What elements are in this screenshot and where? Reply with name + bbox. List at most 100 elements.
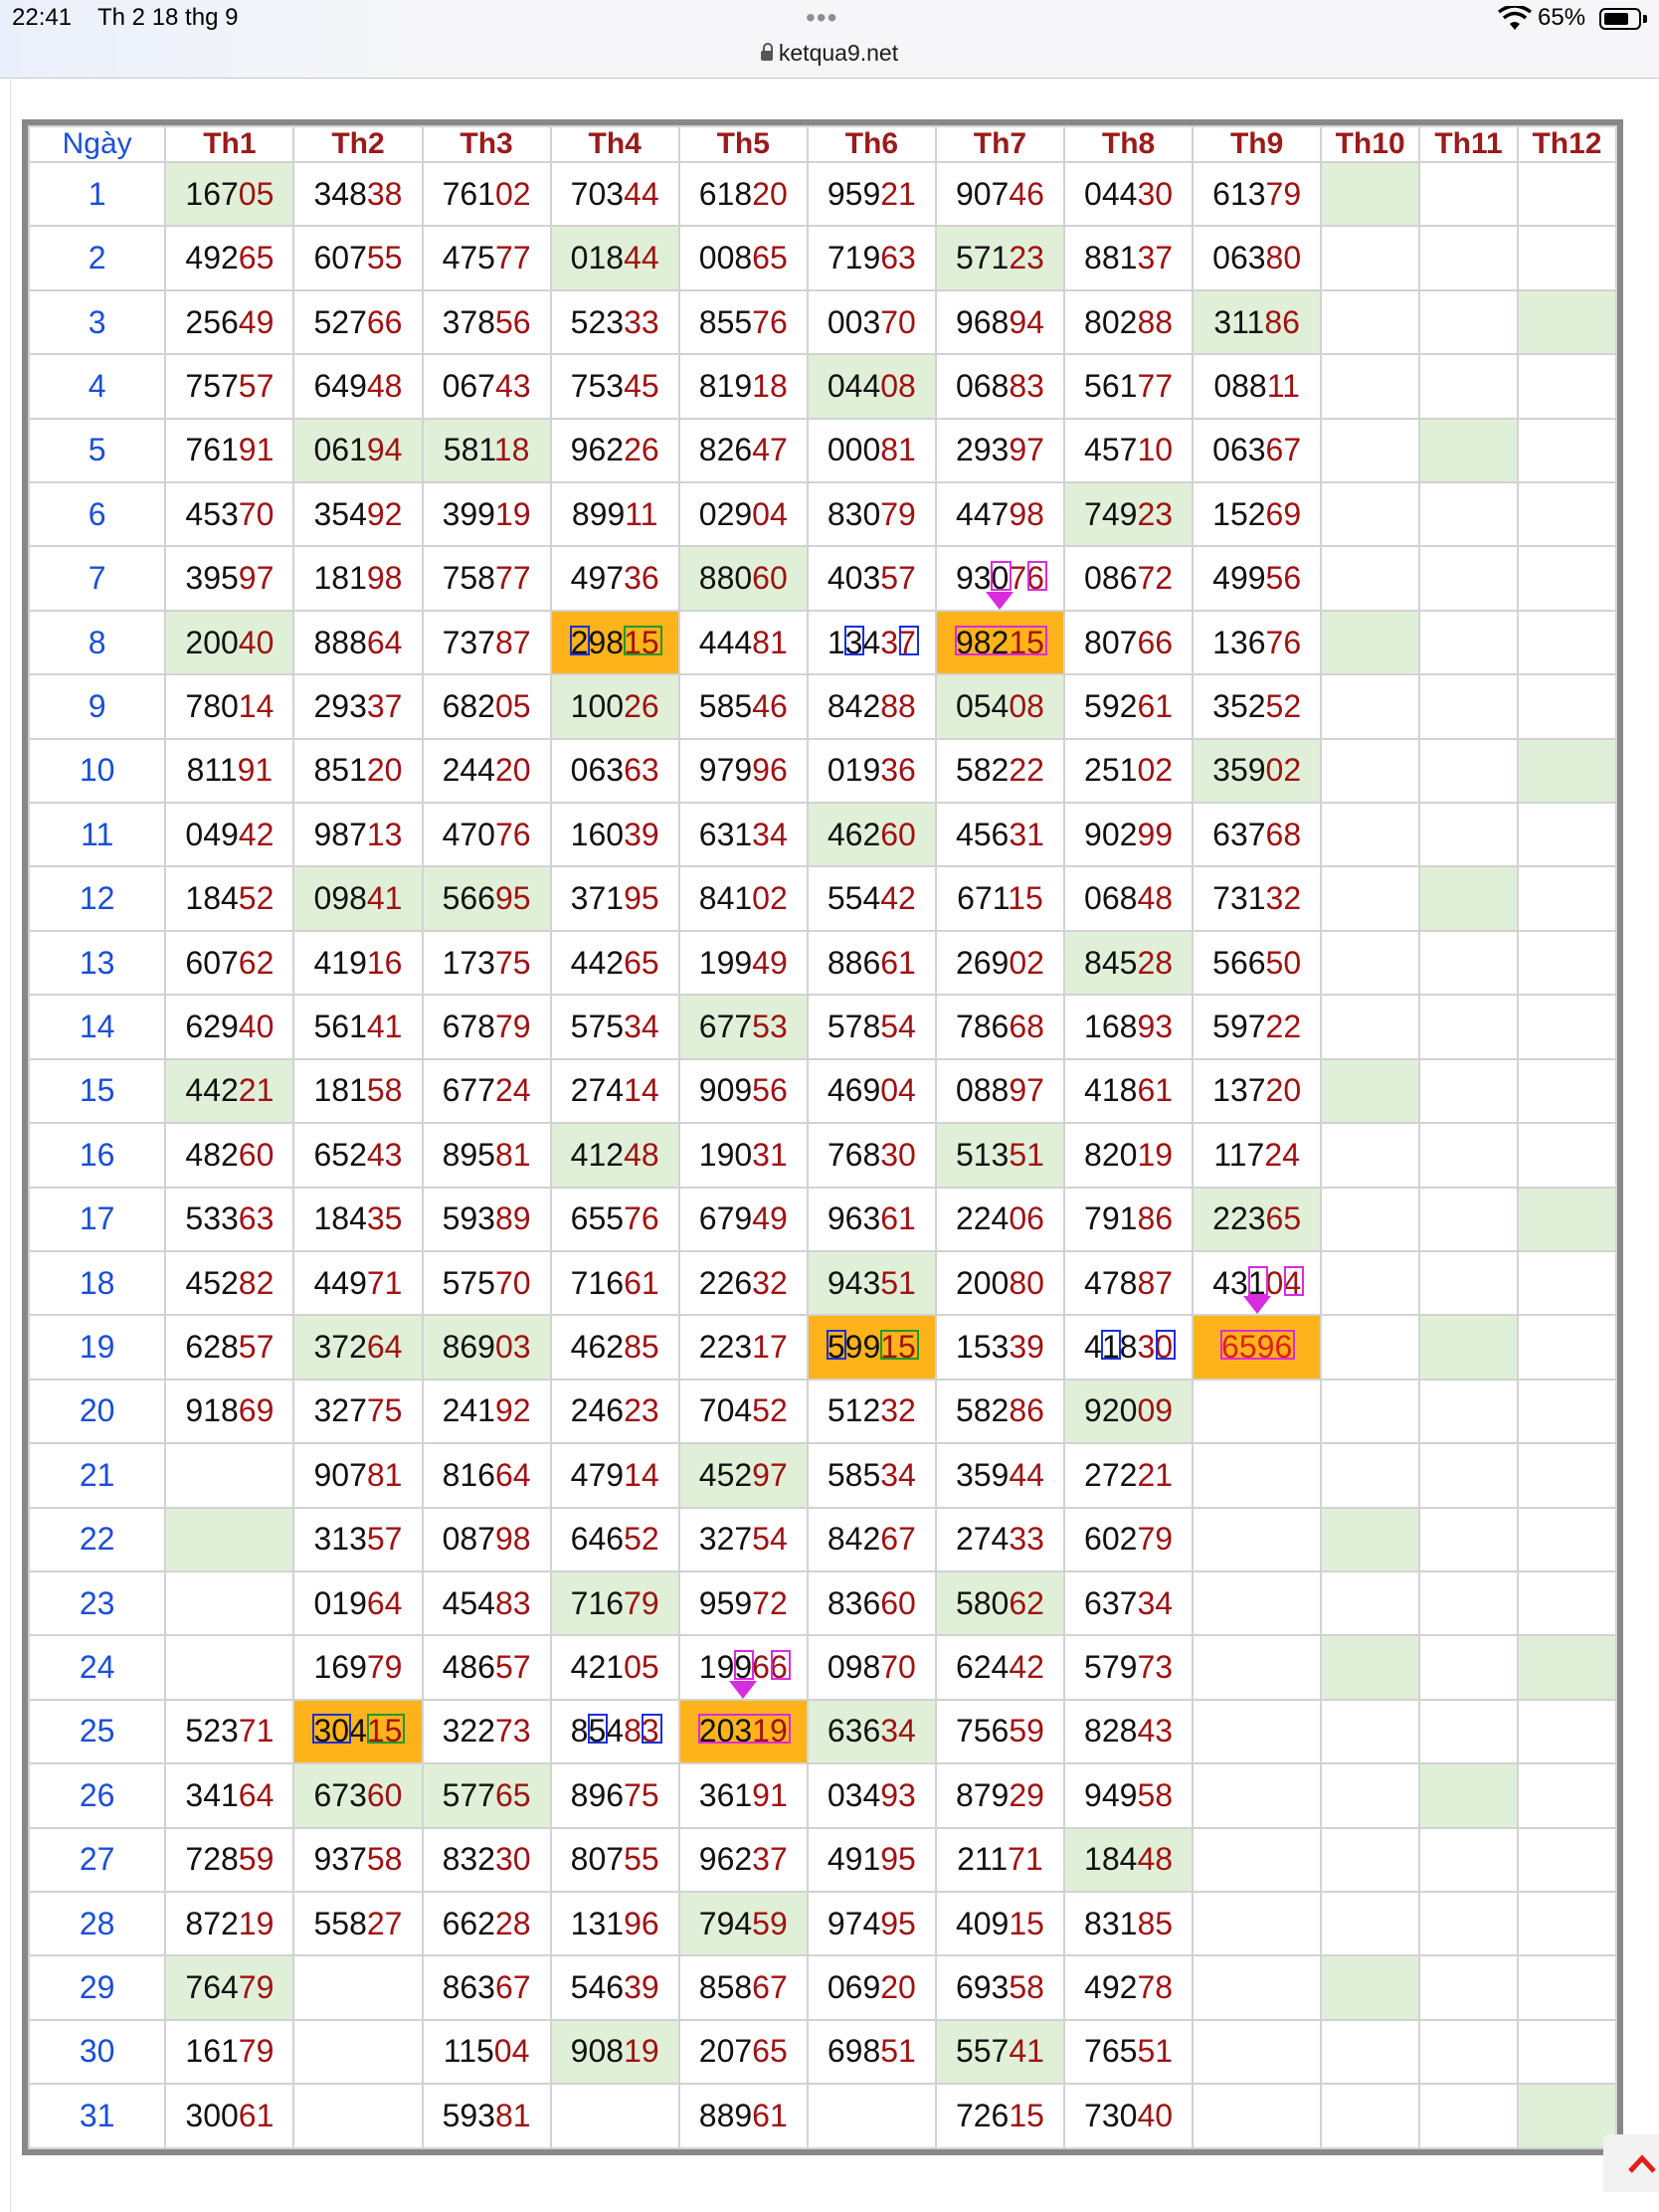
result-number: 58118 xyxy=(444,432,530,467)
result-number: 15339 xyxy=(956,1329,1044,1365)
number-tail: 37 xyxy=(366,687,403,724)
number-head: 087 xyxy=(442,1521,495,1558)
result-number: 41916 xyxy=(313,945,402,981)
number-tail: 34 xyxy=(752,816,788,852)
result-number: 73787 xyxy=(443,625,531,660)
result-number: 17375 xyxy=(443,945,531,981)
number-head: 478 xyxy=(1084,1264,1138,1301)
number-tail: 94 xyxy=(366,432,403,468)
result-cell: 01936 xyxy=(806,737,937,805)
result-number: 04408 xyxy=(828,368,916,404)
result-cell xyxy=(1516,1890,1618,1957)
result-cell: 21171 xyxy=(934,1826,1066,1893)
number-head: 558 xyxy=(313,1905,367,1941)
number-head: 462 xyxy=(570,1329,625,1366)
result-number: 31186 xyxy=(1213,304,1300,340)
table-row: 5 76191 06194 58118 96226 82647 00081 29397 4571… xyxy=(27,417,1618,484)
day-cell: 19 xyxy=(27,1314,167,1381)
number-tail: 65 xyxy=(624,944,659,981)
number-head: 888 xyxy=(313,624,367,660)
number-head: 826 xyxy=(698,432,753,468)
day-cell: 30 xyxy=(27,2018,167,2086)
number-tail: 48 xyxy=(624,1136,659,1173)
result-number: 90956 xyxy=(699,1072,788,1108)
table-row: 10 81191 85120 24420 06363 97996 01936 58222 251… xyxy=(27,737,1618,805)
number-tail: 39 xyxy=(624,816,659,852)
number-head: 533 xyxy=(185,1200,239,1237)
number-tail: 37 xyxy=(1137,240,1174,276)
number-tail: 40 xyxy=(238,1008,275,1044)
result-cell: 96361 xyxy=(806,1186,937,1252)
result-cell: 60755 xyxy=(292,225,424,291)
result-number: 82843 xyxy=(1084,1713,1173,1749)
result-number: 39919 xyxy=(443,496,531,532)
result-cell: 22365 xyxy=(1192,1186,1323,1252)
battery-percent: 65% xyxy=(1538,4,1586,31)
result-cell xyxy=(1320,1378,1421,1445)
number-tail: 46 xyxy=(752,687,788,724)
result-number: 06883 xyxy=(956,368,1044,404)
number-head: 974 xyxy=(827,1905,881,1941)
number-head: 246 xyxy=(570,1392,625,1429)
result-cell xyxy=(806,2083,937,2149)
result-number: 00865 xyxy=(699,240,788,276)
result-cell: 85576 xyxy=(677,288,809,356)
result-number: 67879 xyxy=(443,1009,531,1044)
number-tail: 77 xyxy=(1137,367,1174,404)
result-cell: 67115 xyxy=(934,865,1066,932)
multitasking-dots[interactable]: ••• xyxy=(806,2,838,33)
number-tail: 81 xyxy=(494,2098,531,2134)
result-cell: 37264 xyxy=(292,1314,424,1381)
result-cell xyxy=(1516,353,1618,420)
result-cell: 57123 xyxy=(934,225,1066,291)
result-cell xyxy=(1320,1314,1421,1381)
day-cell: 6 xyxy=(27,481,167,548)
result-cell: 04430 xyxy=(1062,160,1195,228)
number-head: 442 xyxy=(185,1072,239,1109)
result-cell: 57534 xyxy=(549,994,680,1060)
page-content xyxy=(10,80,1659,2212)
result-cell xyxy=(1320,1890,1421,1957)
result-cell xyxy=(1418,288,1519,356)
result-number: 21171 xyxy=(957,1841,1043,1877)
number-tail: 43 xyxy=(366,1136,403,1173)
number-head: 820 xyxy=(1084,1136,1138,1173)
result-cell: 88137 xyxy=(1062,225,1195,291)
result-cell: 16179 xyxy=(164,2018,295,2086)
result-number: 51351 xyxy=(956,1137,1044,1173)
scroll-to-top-button[interactable] xyxy=(1603,2134,1659,2192)
result-cell: 18435 xyxy=(292,1186,424,1252)
result-cell: 69358 xyxy=(934,1954,1066,2021)
result-cell: 15339 xyxy=(934,1314,1066,1381)
result-number: 97996 xyxy=(699,752,788,788)
address-bar[interactable]: ketqua9.net xyxy=(0,40,1659,67)
pink-digit-mark xyxy=(734,1650,755,1681)
number-head: 607 xyxy=(313,240,367,276)
result-cell xyxy=(1320,1954,1421,2021)
number-tail: 59 xyxy=(1009,1713,1044,1750)
number-head: 575 xyxy=(442,1264,495,1301)
result-cell: 52333 xyxy=(549,288,680,356)
number-head: 348 xyxy=(313,175,367,212)
result-cell xyxy=(1516,1569,1618,1637)
result-cell: 65243 xyxy=(292,1122,424,1189)
number-tail: 64 xyxy=(366,1329,403,1366)
result-number: 75345 xyxy=(571,368,659,404)
day-cell: 16 xyxy=(27,1122,167,1189)
result-number: 45710 xyxy=(1084,432,1173,467)
result-number: 19966 xyxy=(699,1649,791,1685)
result-cell xyxy=(1320,929,1421,997)
number-tail: 65 xyxy=(494,1776,531,1813)
result-cell: 35252 xyxy=(1192,673,1323,740)
result-number: 85483 xyxy=(571,1713,662,1749)
number-tail: 23 xyxy=(1009,240,1044,276)
number-head: 442 xyxy=(570,944,625,981)
result-number: 54639 xyxy=(571,1969,659,2005)
table-row: 23 01964 45483 71679 95972 83660 58062 63734 xyxy=(27,1569,1618,1637)
result-cell xyxy=(1516,865,1618,932)
result-cell: 71679 xyxy=(549,1569,680,1637)
day-cell: 21 xyxy=(27,1442,167,1509)
result-cell: 88864 xyxy=(292,609,424,676)
blue-digit-mark xyxy=(1101,1330,1122,1361)
number-head: 831 xyxy=(1084,1905,1138,1941)
